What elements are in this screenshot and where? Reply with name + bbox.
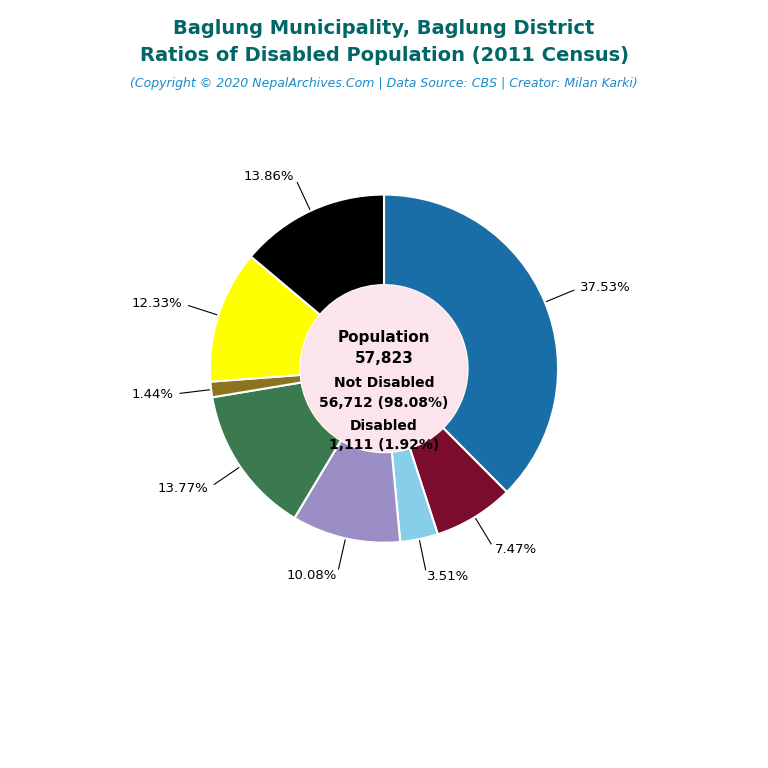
Text: 12.33%: 12.33% <box>131 297 182 310</box>
Text: 1.44%: 1.44% <box>131 388 173 401</box>
Text: Baglung Municipality, Baglung District: Baglung Municipality, Baglung District <box>174 19 594 38</box>
Text: 3.51%: 3.51% <box>427 570 469 583</box>
Wedge shape <box>294 440 400 543</box>
Wedge shape <box>410 428 507 535</box>
Text: (Copyright © 2020 NepalArchives.Com | Data Source: CBS | Creator: Milan Karki): (Copyright © 2020 NepalArchives.Com | Da… <box>130 77 638 90</box>
Text: Disabled: Disabled <box>350 419 418 433</box>
Wedge shape <box>212 382 341 518</box>
Wedge shape <box>210 257 320 382</box>
Wedge shape <box>251 194 384 315</box>
Wedge shape <box>392 448 438 542</box>
Text: 57,823: 57,823 <box>355 351 413 366</box>
Text: 1,111 (1.92%): 1,111 (1.92%) <box>329 439 439 452</box>
Text: 13.77%: 13.77% <box>157 482 209 495</box>
Wedge shape <box>384 194 558 492</box>
Text: 56,712 (98.08%): 56,712 (98.08%) <box>319 396 449 410</box>
Circle shape <box>300 285 468 452</box>
Text: 13.86%: 13.86% <box>243 170 294 183</box>
Text: 7.47%: 7.47% <box>495 543 537 556</box>
Text: Population: Population <box>338 329 430 345</box>
Wedge shape <box>210 375 302 397</box>
Text: 37.53%: 37.53% <box>581 281 631 294</box>
Text: 10.08%: 10.08% <box>286 569 337 582</box>
Text: Ratios of Disabled Population (2011 Census): Ratios of Disabled Population (2011 Cens… <box>140 46 628 65</box>
Text: Not Disabled: Not Disabled <box>334 376 434 389</box>
